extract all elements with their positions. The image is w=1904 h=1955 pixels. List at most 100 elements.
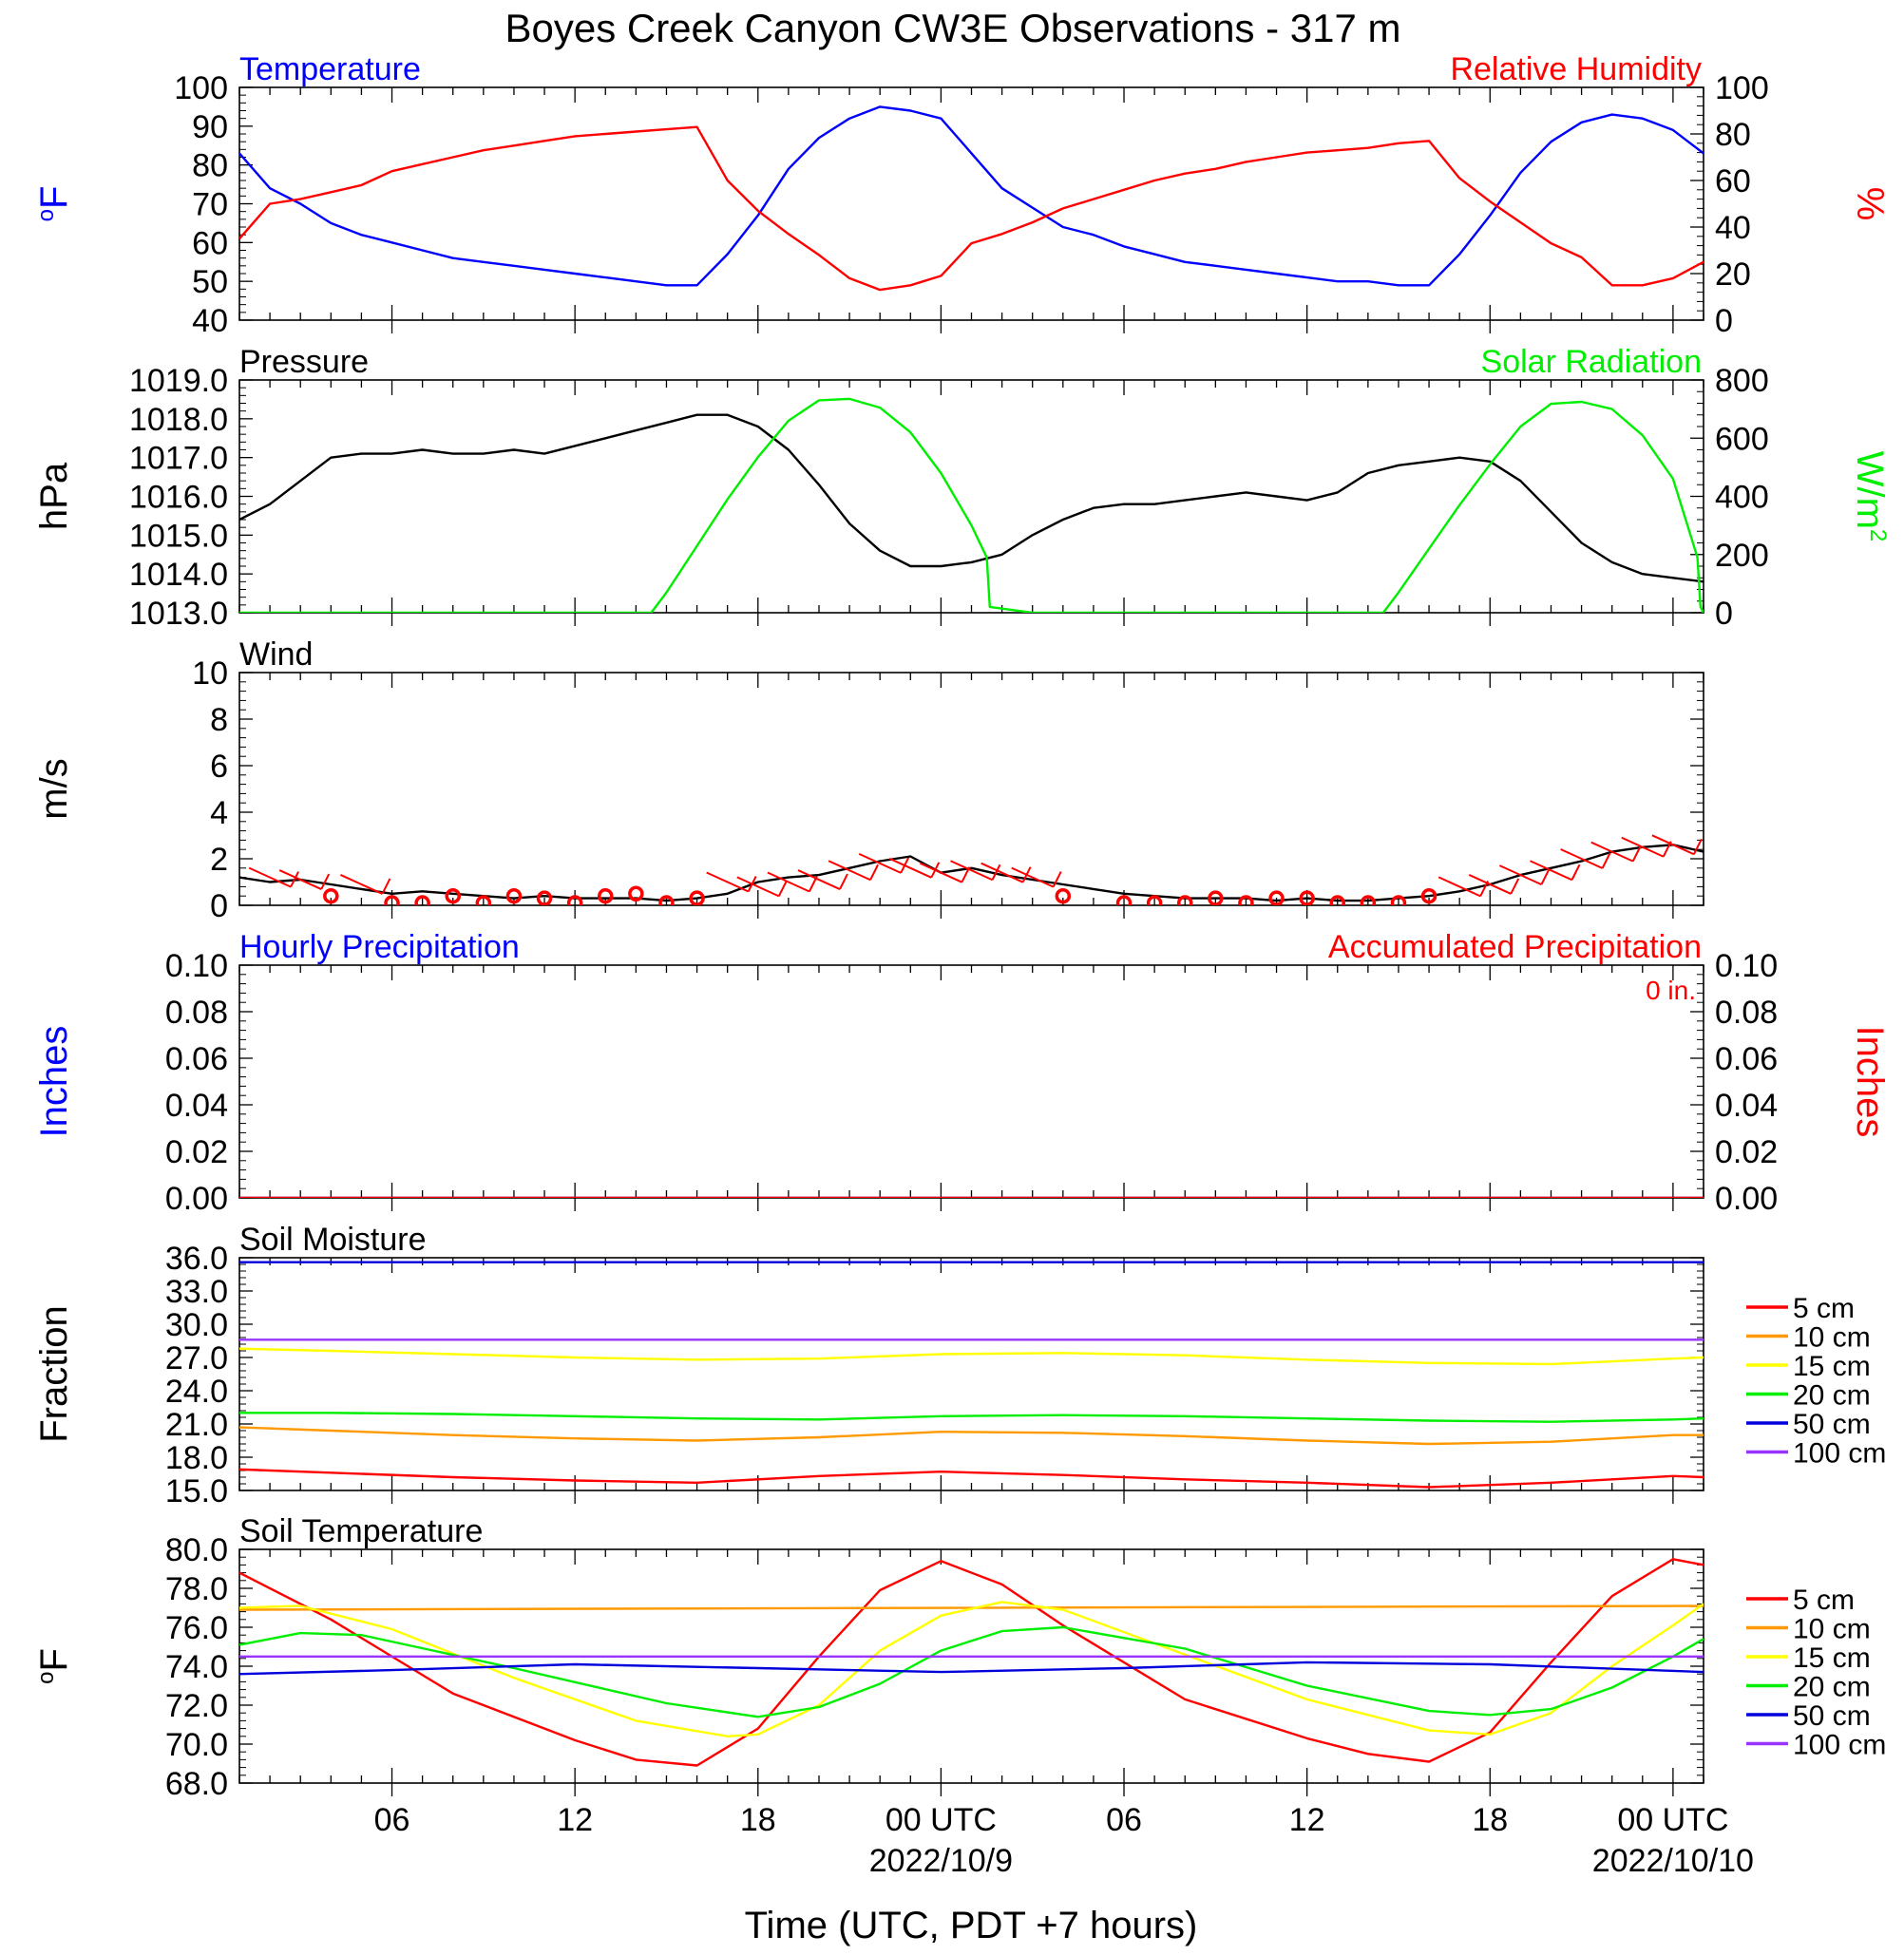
calm-wind-marker (1420, 887, 1438, 904)
x-date-label: 2022/10/10 (1592, 1843, 1754, 1879)
wind-barb-staff (1498, 864, 1542, 886)
y-tick-label-right: 60 (1715, 163, 1751, 199)
y-tick-label-right: 400 (1715, 480, 1769, 516)
plot-frame (238, 1548, 1704, 1784)
wind-barb-flag (1693, 838, 1703, 855)
y-tick-label-left: 68.0 (165, 1766, 228, 1802)
precip-total-annotation: 0 in. (1646, 976, 1696, 1005)
wind-barb (797, 869, 848, 890)
y-axis-title-left: Fraction (33, 1305, 75, 1443)
plot-area (239, 397, 1704, 613)
calm-wind-marker (628, 885, 644, 902)
y-tick-label-left: 80 (192, 148, 228, 184)
legend-label: 10 cm (1793, 1614, 1871, 1645)
wind-barb-flag (1601, 852, 1611, 869)
y-tick-label-left: 1016.0 (129, 480, 228, 516)
y-tick-label-left: 0.02 (165, 1134, 228, 1170)
wind-barb (828, 860, 879, 882)
y-tick-label-left: 40 (192, 303, 228, 339)
panel-title-left: Wind (239, 636, 313, 673)
x-tick-label: 18 (1472, 1802, 1508, 1838)
wind-barb-staff (858, 852, 902, 874)
y-axis-title-left: oF (33, 186, 75, 222)
y-tick-label-left: 18.0 (165, 1440, 228, 1476)
y-tick-label-right: 100 (1715, 70, 1769, 106)
calm-wind-marker (536, 890, 553, 905)
plot-area (239, 834, 1704, 905)
panel-pressure_solar: 1013.01014.01015.01016.01017.01018.01019… (33, 344, 1891, 632)
calm-wind-marker (1146, 895, 1163, 905)
wind-barb-staff (1468, 874, 1512, 895)
panel-title-left: Soil Temperature (239, 1513, 483, 1549)
plot-area (239, 1558, 1704, 1767)
y-tick-label-left: 1013.0 (129, 596, 228, 632)
y-tick-label-left: 10 (192, 655, 228, 692)
calm-wind-marker (598, 887, 614, 904)
wind-barb-flag (1631, 845, 1642, 863)
calm-wind-marker (1176, 895, 1193, 905)
y-tick-label-left: 2 (210, 842, 228, 878)
wind-barb-staff (1651, 834, 1695, 856)
y-tick-label-left: 1019.0 (129, 363, 228, 399)
y-tick-label-left: 36.0 (165, 1241, 228, 1277)
panel-soil_temperature: 68.070.072.074.076.078.080.0 Soil Tempera… (33, 1513, 1886, 1802)
series-line (239, 125, 1704, 292)
series-line (239, 1625, 1704, 1718)
x-tick-label: 06 (1106, 1802, 1142, 1838)
calm-wind-marker (1055, 887, 1072, 904)
wind-barb-staff (981, 862, 1024, 883)
y-tick-label-left: 4 (210, 795, 228, 831)
wind-barb-staff (340, 874, 383, 895)
y-tick-label-left: 0.00 (165, 1181, 228, 1217)
y-axis-title-left: oF (33, 1648, 75, 1684)
series-line (239, 1558, 1704, 1767)
series-line (239, 397, 1704, 613)
y-tick-label-left: 21.0 (165, 1407, 228, 1443)
panel-title-right: Relative Humidity (1450, 51, 1702, 87)
legend-label: 50 cm (1793, 1700, 1871, 1732)
y-tick-label-left: 15.0 (165, 1473, 228, 1509)
series-line (239, 1347, 1704, 1366)
panel-precip: 0.00 0.02 0.04 0.06 0.08 0.10 0.00 0.02 0.04 0.06… (33, 929, 1891, 1217)
calm-wind-marker (1299, 890, 1315, 905)
series-line (239, 1426, 1704, 1446)
y-tick-label-left: 60 (192, 225, 228, 261)
y-tick-label-left: 50 (192, 264, 228, 300)
y-axis-title-right: Inches (1849, 1026, 1891, 1138)
legend-label: 15 cm (1793, 1351, 1871, 1382)
calm-wind-marker (414, 895, 430, 905)
calm-wind-marker (1329, 895, 1345, 905)
y-tick-label-right: 0.08 (1715, 995, 1778, 1031)
wind-barb-staff (767, 871, 810, 893)
calm-wind-marker (1360, 895, 1377, 905)
y-tick-label-right: 80 (1715, 117, 1751, 153)
plot-area (239, 1261, 1704, 1489)
y-tick-label-left: 70 (192, 187, 228, 223)
panel-title-right: Solar Radiation (1481, 344, 1702, 380)
wind-barb (1498, 864, 1551, 886)
wind-barb-staff (1590, 841, 1634, 863)
panel-title-left: Pressure (239, 344, 369, 380)
plot-frame (238, 86, 1704, 321)
series-line (239, 1661, 1704, 1676)
calm-wind-marker (475, 895, 492, 905)
y-tick-label-left: 33.0 (165, 1274, 228, 1310)
legend-label: 10 cm (1793, 1322, 1871, 1354)
x-tick-label: 00 UTC (885, 1802, 997, 1838)
chart-title: Boyes Creek Canyon CW3E Observations - 3… (505, 6, 1400, 50)
wind-barb-flag (381, 878, 391, 895)
wind-barb (1651, 834, 1703, 856)
wind-barb-staff (888, 857, 932, 879)
y-tick-label-left: 27.0 (165, 1340, 228, 1376)
wind-barb (1560, 848, 1611, 869)
wind-barb-flag (869, 864, 879, 881)
wind-barb-staff (248, 866, 292, 888)
wind-barb-staff (1560, 848, 1603, 869)
plot-area (239, 105, 1704, 292)
legend-label: 5 cm (1793, 1293, 1855, 1324)
panel-wind: 0 2 4 6 8 10 Wind m/s (33, 636, 1704, 924)
calm-wind-marker (1115, 895, 1133, 905)
plot-frame (238, 379, 1704, 614)
